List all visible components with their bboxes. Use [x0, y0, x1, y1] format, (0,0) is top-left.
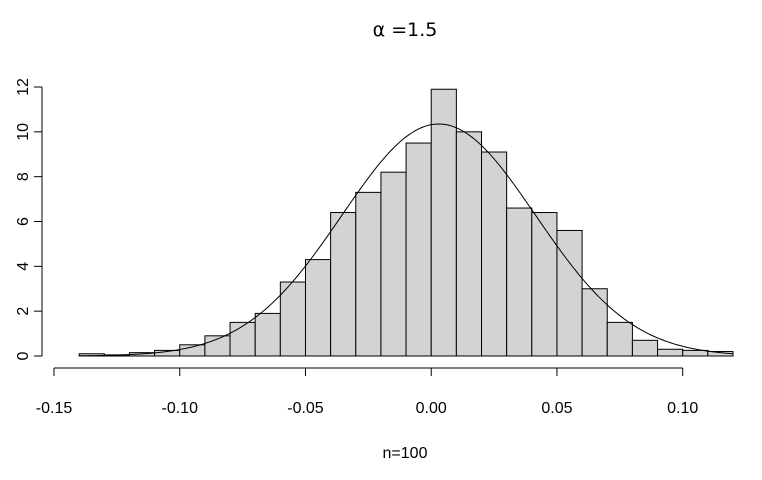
histogram-bar [254, 312, 281, 357]
y-tick-label: 12 [15, 78, 32, 96]
histogram-bar [229, 321, 256, 357]
chart-title: α =1.5 [373, 19, 438, 41]
histogram-bar [556, 229, 583, 357]
histogram-bar [506, 207, 533, 357]
histogram-bar [279, 281, 306, 357]
histogram-bar [430, 88, 457, 357]
y-tick-label: 10 [15, 123, 32, 141]
histogram-bar [481, 151, 508, 357]
x-tick-label: 0.05 [541, 400, 572, 417]
x-tick-label: -0.10 [162, 400, 199, 417]
histogram-bar [581, 288, 608, 357]
histogram-bar [657, 348, 684, 357]
histogram-bar [355, 191, 382, 357]
density-curve [79, 123, 734, 357]
y-axis: 0 2 4 6 8 10 12 [15, 78, 43, 360]
histogram-bar [531, 212, 558, 357]
bars-group [78, 88, 734, 357]
x-tick-label: 0.10 [667, 400, 698, 417]
x-tick-label: 0.00 [416, 400, 447, 417]
histogram-bar [606, 321, 633, 357]
histogram-bar [682, 349, 709, 357]
y-tick-label: 4 [15, 262, 32, 271]
y-tick-label: 2 [15, 307, 32, 316]
histogram-bar [304, 259, 332, 357]
y-tick-label: 0 [15, 351, 32, 360]
histogram-bar [631, 339, 659, 357]
histogram-bar [330, 212, 357, 357]
y-tick-label: 8 [15, 172, 32, 181]
x-tick-label: -0.05 [287, 400, 324, 417]
histogram-bar [380, 171, 407, 357]
histogram-bar [405, 142, 432, 357]
histogram-bar [707, 351, 734, 357]
x-tick-label: -0.15 [36, 400, 73, 417]
histogram-bar [455, 131, 483, 357]
y-tick-label: 6 [15, 217, 32, 226]
x-axis: -0.15 -0.10 -0.05 0.00 0.05 0.10 [36, 367, 698, 417]
x-axis-label: n=100 [383, 445, 428, 462]
